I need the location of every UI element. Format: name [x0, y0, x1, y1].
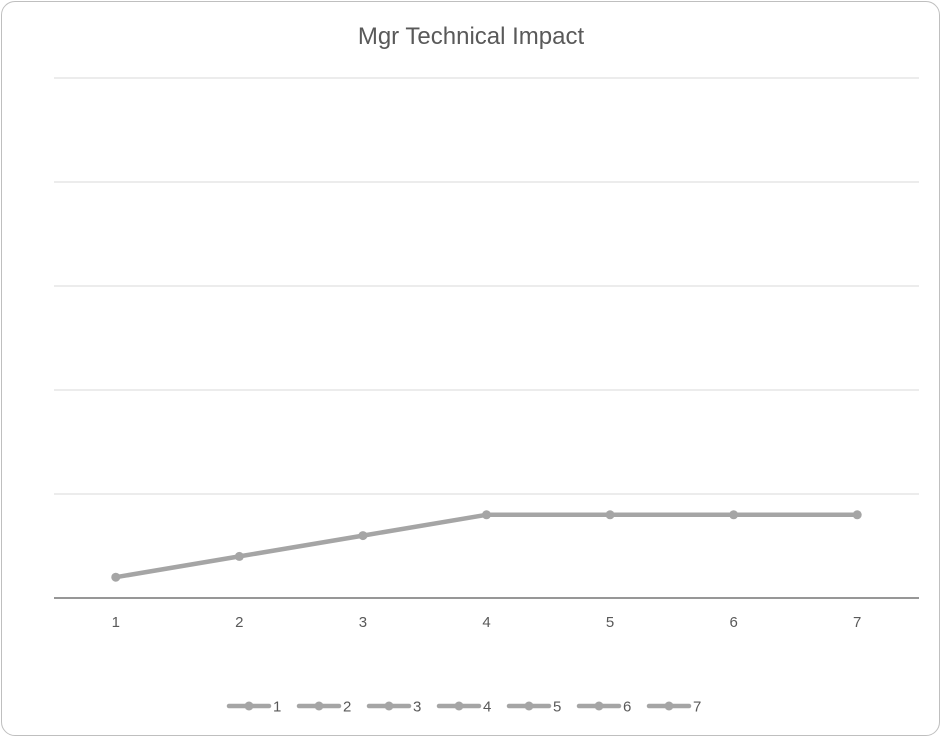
legend-label: 5	[553, 699, 561, 716]
legend-item: 3	[366, 699, 421, 716]
legend-swatch-marker	[524, 701, 534, 711]
legend-item: 7	[646, 699, 701, 716]
x-tick-label: 5	[606, 614, 614, 631]
data-point	[234, 551, 244, 561]
legend-item: 2	[296, 699, 351, 716]
legend-label: 3	[413, 699, 421, 716]
x-tick-label: 4	[482, 614, 490, 631]
series-layer	[111, 510, 862, 582]
x-tick-label: 3	[359, 614, 367, 631]
legend-label: 2	[343, 699, 351, 716]
legend-item: 6	[576, 699, 631, 716]
series-line	[113, 512, 860, 580]
x-tick-label: 7	[853, 614, 861, 631]
legend-label: 6	[623, 699, 631, 716]
legend-swatch-marker	[314, 701, 324, 711]
data-point	[482, 510, 491, 520]
legend-swatch-marker	[384, 701, 394, 711]
legend-item: 5	[506, 699, 561, 716]
x-tick-labels: 1 2 3 4 5 6 7	[112, 614, 862, 631]
chart-title: Mgr Technical Impact	[358, 23, 585, 50]
x-tick-label: 1	[112, 614, 120, 631]
data-point	[729, 510, 739, 520]
legend-item: 1	[226, 699, 281, 716]
x-tick-label: 2	[235, 614, 243, 631]
legend-swatch-marker	[244, 701, 254, 711]
x-tick-label: 6	[729, 614, 737, 631]
data-point	[358, 531, 368, 541]
legend-swatch-marker	[594, 701, 604, 711]
legend-label: 1	[273, 699, 281, 716]
data-point	[111, 572, 121, 582]
legend-item: 4	[436, 699, 491, 716]
legend-swatch-marker	[454, 701, 464, 711]
data-point	[852, 510, 862, 520]
legend: 1 2 3 4 5 6 7	[226, 699, 701, 716]
gridlines	[54, 77, 919, 495]
legend-label: 7	[693, 699, 701, 716]
data-point	[605, 510, 615, 520]
legend-swatch-marker	[664, 701, 674, 711]
legend-label: 4	[483, 699, 491, 716]
